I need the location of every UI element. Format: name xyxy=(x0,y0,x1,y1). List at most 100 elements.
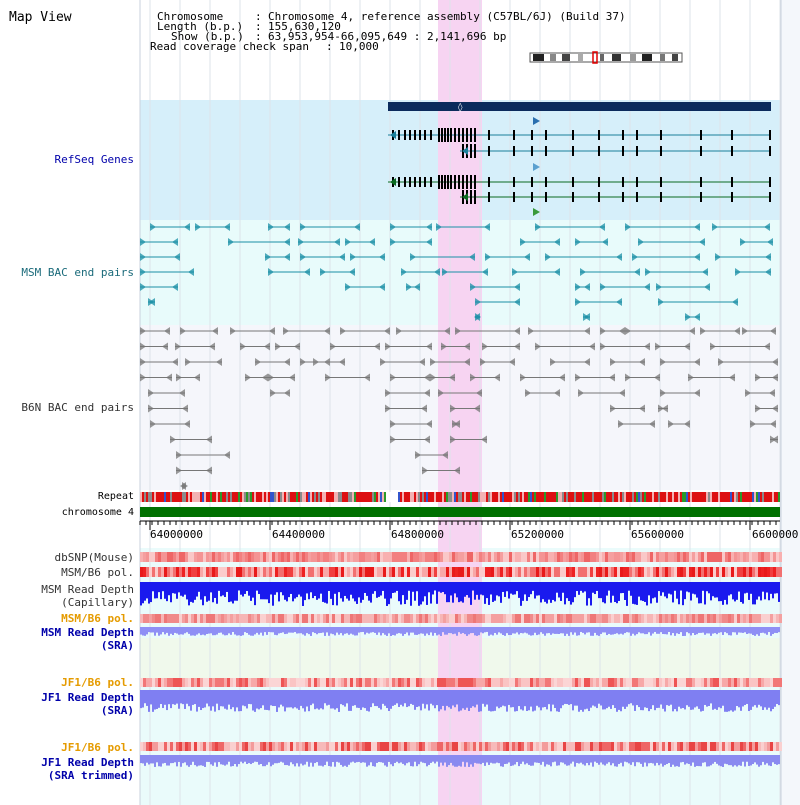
jf1-read-depth-sra xyxy=(144,690,146,704)
jf1-read-depth-sra xyxy=(238,690,240,712)
msm-b6-pol-heat xyxy=(698,567,701,577)
jf1-read-depth-sra xyxy=(634,690,636,711)
jf1-read-depth-trimmed xyxy=(498,755,500,764)
track-label-b6n-bac[interactable]: B6N BAC end pairs xyxy=(21,401,134,414)
jf1-b6-pol-heat xyxy=(287,678,290,687)
dbsnp-heat xyxy=(401,552,404,562)
msm-read-depth-capillary xyxy=(400,582,402,605)
jf1-read-depth-sra xyxy=(148,690,150,712)
track-label-msm-read-capillary[interactable]: MSM Read Depth (Capillary) xyxy=(41,583,134,609)
jf1-read-depth-sra xyxy=(364,690,366,709)
msm-read-depth-capillary xyxy=(492,582,494,602)
repeat-segment xyxy=(428,492,430,502)
track-label-repeat[interactable]: Repeat xyxy=(97,491,134,502)
jf1-read-depth-sra xyxy=(742,690,744,707)
repeat-segment xyxy=(602,492,604,502)
msm-read-depth-capillary xyxy=(298,582,300,595)
repeat-segment xyxy=(144,492,146,502)
msm-read-depth-sra xyxy=(382,627,384,634)
msm-read-depth-sra xyxy=(470,627,472,634)
msm-read-depth-capillary xyxy=(530,582,532,595)
jf1-b6-pol-heat xyxy=(407,678,410,687)
jf1-b6-pol-heat-2 xyxy=(329,742,332,751)
jf1-b6-pol-heat-2 xyxy=(158,742,161,751)
jf1-b6-pol-heat-2 xyxy=(269,742,272,751)
repeat-segment xyxy=(188,492,190,502)
msm-b6-pol-heat-2 xyxy=(632,614,635,623)
msm-read-depth-capillary xyxy=(774,582,776,594)
msm-read-depth-capillary xyxy=(630,582,632,596)
msm-b6-pol-heat-2 xyxy=(575,614,578,623)
track-label-msm-bac[interactable]: MSM BAC end pairs xyxy=(21,266,134,279)
repeat-segment xyxy=(498,492,500,502)
jf1-read-depth-trimmed xyxy=(420,755,422,762)
repeat-segment xyxy=(508,492,510,502)
track-label-msm-read-sra[interactable]: MSM Read Depth (SRA) xyxy=(41,626,134,652)
refseq-exon xyxy=(444,175,446,189)
jf1-b6-pol-heat-2 xyxy=(161,742,164,751)
track-label-refseq[interactable]: RefSeq Genes xyxy=(54,153,134,166)
msm-read-depth-capillary xyxy=(452,582,454,603)
jf1-b6-pol-heat-2 xyxy=(662,742,665,751)
jf1-b6-pol-heat-2 xyxy=(140,742,143,751)
track-label-chromosome[interactable]: chromosome 4 xyxy=(61,507,134,518)
msm-read-depth-capillary xyxy=(450,582,452,596)
msm-read-depth-capillary xyxy=(560,582,562,601)
jf1-read-depth-sra xyxy=(736,690,738,707)
jf1-b6-pol-heat-2 xyxy=(488,742,491,751)
msm-read-depth-capillary xyxy=(598,582,600,599)
msm-read-depth-capillary xyxy=(178,582,180,593)
msm-read-depth-capillary xyxy=(618,582,620,601)
ideogram-band xyxy=(612,54,621,61)
jf1-b6-pol-heat xyxy=(458,678,461,687)
jf1-b6-pol-heat-2 xyxy=(710,742,713,751)
msm-b6-pol-heat xyxy=(533,567,536,577)
msm-b6-pol-heat-2 xyxy=(281,614,284,623)
dbsnp-heat xyxy=(275,552,278,562)
jf1-read-depth-sra xyxy=(426,690,428,705)
track-label-jf1-b6-pol-2[interactable]: JF1/B6 pol. xyxy=(61,741,134,754)
jf1-read-depth-sra xyxy=(482,690,484,704)
repeat-segment xyxy=(720,492,722,502)
jf1-read-depth-sra xyxy=(216,690,218,704)
jf1-read-depth-trimmed xyxy=(228,755,230,762)
msm-read-depth-capillary xyxy=(294,582,296,599)
msm-read-depth-sra xyxy=(174,627,176,633)
jf1-read-depth-trimmed xyxy=(232,755,234,767)
track-label-jf1-read-trimmed[interactable]: JF1 Read Depth (SRA trimmed) xyxy=(41,756,134,782)
jf1-read-depth-trimmed xyxy=(422,755,424,763)
msm-b6-pol-heat xyxy=(527,567,530,577)
jf1-b6-pol-heat xyxy=(575,678,578,687)
jf1-b6-pol-heat-2 xyxy=(713,742,716,751)
track-label-dbsnp[interactable]: dbSNP(Mouse) xyxy=(54,551,134,564)
b6n-bac-pair-end xyxy=(166,373,172,382)
track-label-msm-b6-pol-2[interactable]: MSM/B6 pol. xyxy=(61,612,134,625)
repeat-segment xyxy=(546,492,548,502)
b6n-bac-pair-end xyxy=(385,404,391,413)
jf1-read-depth-trimmed xyxy=(296,755,298,764)
jf1-b6-pol-heat-2 xyxy=(758,742,761,751)
msm-bac-pair-end xyxy=(575,283,581,291)
jf1-read-depth-sra xyxy=(638,690,640,708)
jf1-b6-pol-heat xyxy=(659,678,662,687)
jf1-b6-pol-heat xyxy=(779,678,782,687)
track-label-jf1-read-sra[interactable]: JF1 Read Depth (SRA) xyxy=(41,691,134,717)
msm-b6-pol-heat xyxy=(554,567,557,577)
dbsnp-heat xyxy=(245,552,248,562)
jf1-b6-pol-heat xyxy=(233,678,236,687)
msm-b6-pol-heat xyxy=(686,567,689,577)
track-label-jf1-b6-pol-1[interactable]: JF1/B6 pol. xyxy=(61,676,134,689)
axis-tick-label-64400000: 64400000 xyxy=(272,528,325,541)
msm-read-depth-sra xyxy=(638,627,640,633)
msm-read-depth-sra xyxy=(454,627,456,634)
jf1-read-depth-trimmed xyxy=(190,755,192,765)
dbsnp-heat xyxy=(362,552,365,562)
jf1-read-depth-trimmed xyxy=(572,755,574,762)
track-label-msm-b6-pol-1[interactable]: MSM/B6 pol. xyxy=(61,566,134,579)
jf1-b6-pol-heat xyxy=(491,678,494,687)
msm-b6-pol-heat xyxy=(368,567,371,577)
b6n-bac-pair-end xyxy=(148,389,154,397)
jf1-read-depth-trimmed xyxy=(398,755,400,764)
jf1-read-depth-sra xyxy=(616,690,618,712)
